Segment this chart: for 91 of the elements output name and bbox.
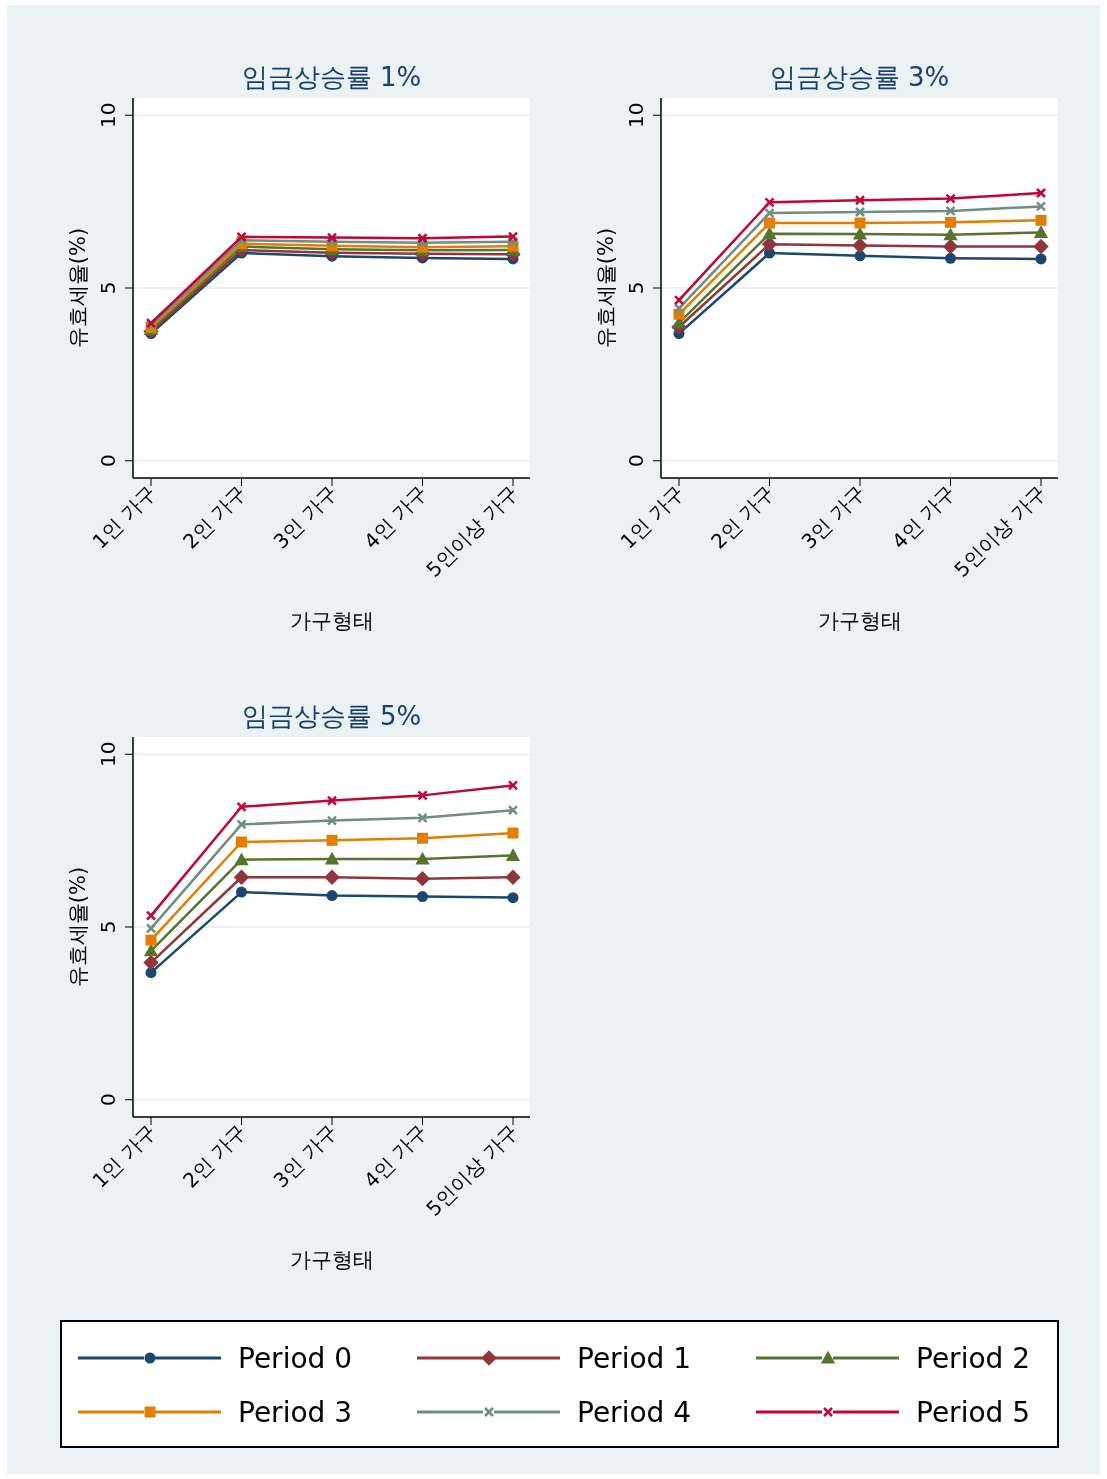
- point: [945, 216, 956, 228]
- point: [945, 252, 956, 264]
- y-tick-label: 10: [96, 102, 120, 128]
- y-tick-label: 0: [96, 454, 120, 468]
- legend-label: Period 4: [577, 1396, 692, 1429]
- point: [324, 869, 340, 885]
- point: [145, 923, 157, 934]
- x-tick-label: 2인 가구: [178, 480, 252, 554]
- point: [507, 780, 519, 791]
- point: [145, 910, 157, 921]
- point: [326, 815, 338, 826]
- chart-title: 임금상승률 1%: [241, 62, 422, 92]
- point: [764, 217, 775, 229]
- point: [236, 231, 247, 243]
- point: [852, 226, 868, 240]
- point: [942, 238, 959, 255]
- point: [417, 233, 428, 244]
- point: [505, 848, 521, 861]
- point: [1033, 225, 1049, 238]
- point: [415, 851, 430, 865]
- x-tick-label: 2인 가구: [178, 1119, 252, 1193]
- point: [1035, 253, 1047, 265]
- point: [1035, 214, 1047, 226]
- point: [145, 934, 157, 946]
- y-tick-label: 10: [96, 741, 120, 767]
- y-tick-label: 5: [624, 281, 648, 295]
- y-tick-label: 0: [624, 454, 648, 468]
- point: [1035, 187, 1047, 199]
- point: [764, 197, 775, 208]
- point: [854, 206, 866, 218]
- point: [414, 870, 431, 887]
- x-tick-label: 1인 가구: [87, 1119, 161, 1193]
- point: [417, 832, 428, 844]
- point: [505, 869, 521, 885]
- x-tick-label: 4인 가구: [887, 480, 961, 554]
- point: [1033, 238, 1049, 255]
- point: [236, 819, 247, 830]
- x-tick-label: 3인 가구: [268, 480, 342, 554]
- legend-label: Period 3: [238, 1396, 353, 1429]
- point: [417, 790, 428, 801]
- y-axis-title: 유효세율(%): [66, 227, 90, 349]
- point: [417, 891, 428, 903]
- legend-label: Period 1: [577, 1342, 692, 1375]
- chart-title: 임금상승률 5%: [241, 701, 422, 731]
- point: [507, 231, 519, 242]
- point: [326, 232, 338, 243]
- x-axis-title: 가구형태: [817, 609, 902, 633]
- point: [1035, 201, 1047, 212]
- point: [507, 804, 519, 816]
- point: [943, 227, 958, 241]
- x-tick-label: 1인 가구: [87, 480, 161, 554]
- x-axis-title: 가구형태: [289, 1248, 374, 1272]
- point: [507, 827, 519, 839]
- point: [324, 851, 340, 865]
- point: [764, 207, 775, 219]
- point: [945, 205, 956, 217]
- point: [673, 294, 685, 306]
- x-tick-label: 4인 가구: [359, 480, 433, 554]
- point: [236, 886, 247, 898]
- point: [417, 812, 428, 824]
- x-tick-label: 3인 가구: [268, 1119, 342, 1193]
- point: [854, 195, 866, 206]
- y-tick-label: 0: [96, 1093, 120, 1107]
- x-tick-label: 2인 가구: [706, 480, 780, 554]
- y-tick-label: 5: [96, 920, 120, 934]
- point: [852, 237, 868, 254]
- point: [326, 795, 338, 806]
- x-tick-label: 3인 가구: [796, 480, 870, 554]
- y-tick-label: 5: [96, 281, 120, 295]
- y-tick-label: 10: [624, 102, 648, 128]
- point: [326, 890, 338, 902]
- legend-label: Period 0: [238, 1342, 353, 1375]
- x-tick-label: 1인 가구: [615, 480, 689, 554]
- point: [143, 943, 159, 957]
- point: [236, 801, 247, 813]
- point: [234, 852, 249, 866]
- x-axis-title: 가구형태: [289, 609, 374, 633]
- point: [762, 226, 777, 240]
- legend-label: Period 2: [916, 1342, 1031, 1375]
- y-axis-title: 유효세율(%): [66, 866, 90, 988]
- chart-title: 임금상승률 3%: [769, 62, 950, 92]
- point: [143, 954, 159, 971]
- point: [854, 217, 866, 229]
- point: [507, 892, 519, 904]
- point: [945, 193, 956, 204]
- point: [233, 869, 250, 885]
- legend-label: Period 5: [916, 1396, 1031, 1429]
- x-tick-label: 4인 가구: [359, 1119, 433, 1193]
- point: [236, 836, 247, 848]
- y-axis-title: 유효세율(%): [594, 227, 618, 349]
- point: [326, 834, 338, 846]
